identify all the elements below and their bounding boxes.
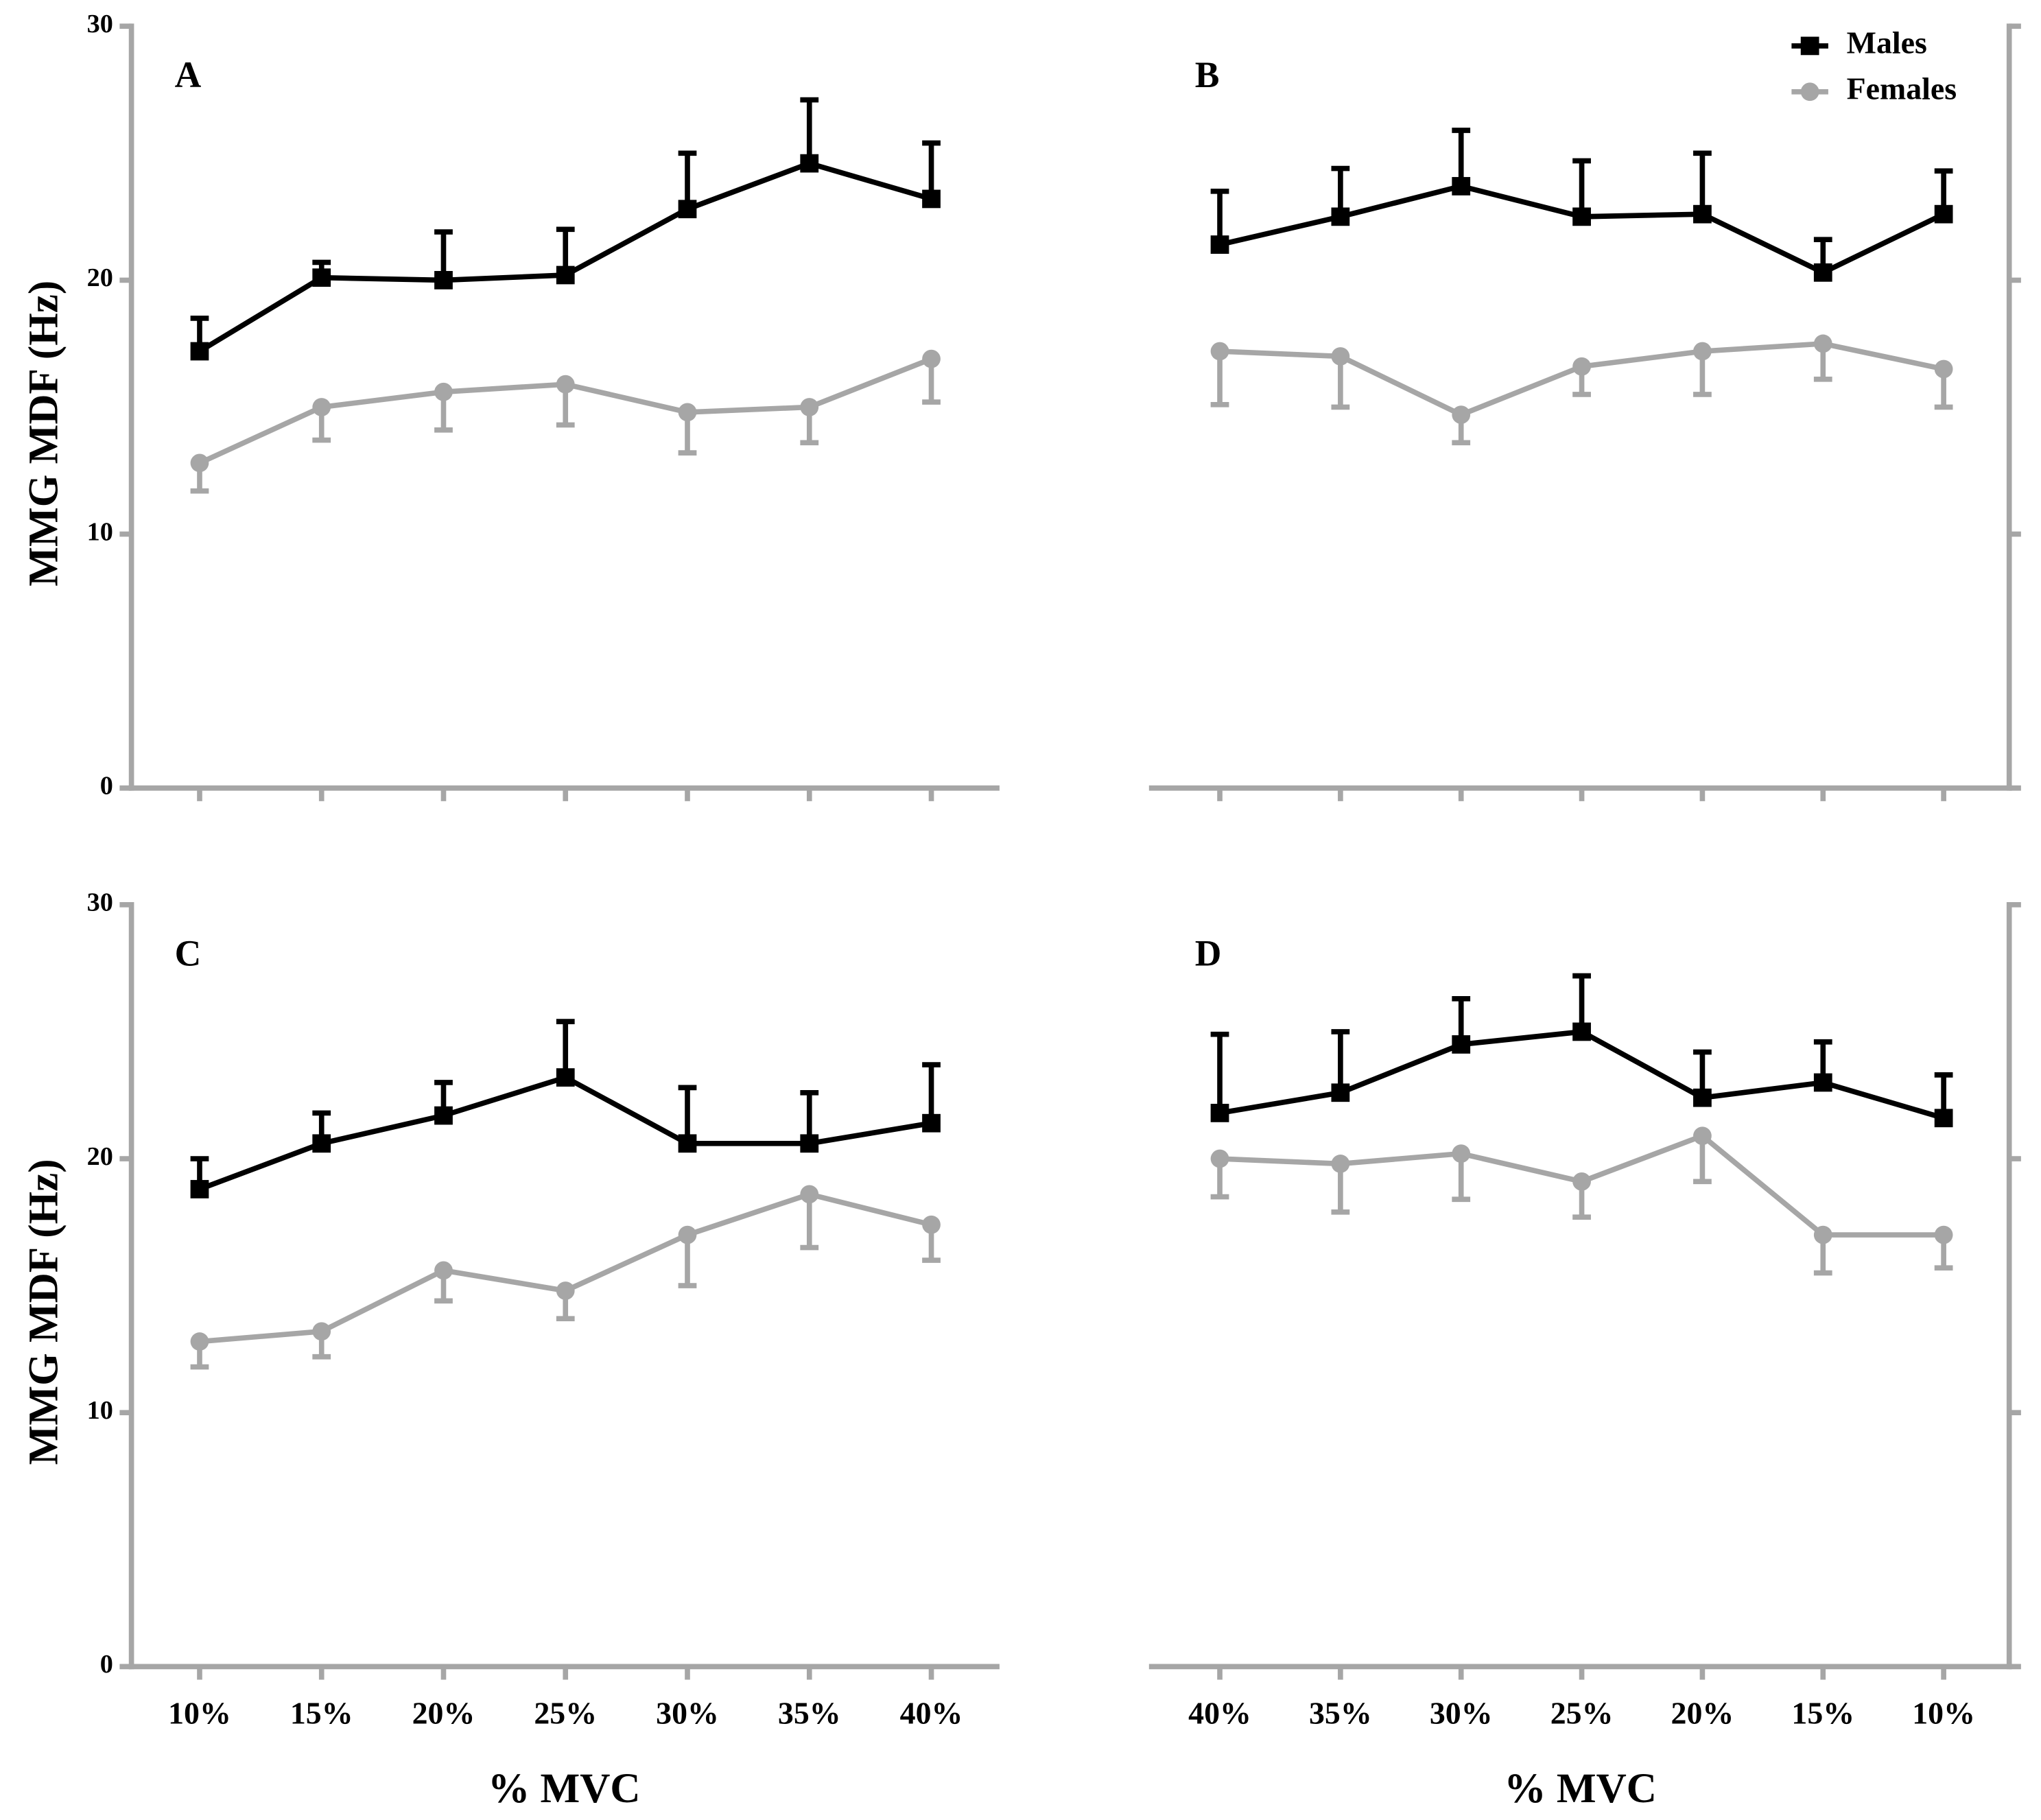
marker xyxy=(1210,342,1229,361)
x-axis-label: % MVC xyxy=(488,1765,641,1812)
marker xyxy=(312,1322,331,1341)
x-tick-label: 10% xyxy=(168,1696,231,1731)
y-tick-label: 10 xyxy=(87,517,113,546)
marker xyxy=(1572,1022,1591,1041)
x-tick-label: 35% xyxy=(1309,1696,1372,1731)
x-tick-label: 40% xyxy=(900,1696,963,1731)
marker xyxy=(1572,357,1591,376)
y-tick-label: 30 xyxy=(87,888,113,917)
marker xyxy=(1572,1172,1591,1191)
marker xyxy=(1934,1109,1953,1128)
series-line xyxy=(1219,1029,1945,1121)
marker xyxy=(922,349,941,368)
marker xyxy=(1813,334,1832,353)
legend-label: Females xyxy=(1847,71,1957,106)
y-tick-label: 30 xyxy=(87,10,113,38)
marker xyxy=(1934,359,1953,379)
marker xyxy=(1693,204,1712,224)
marker xyxy=(1800,36,1819,56)
marker xyxy=(1693,342,1712,361)
marker xyxy=(312,398,331,416)
marker xyxy=(1452,1035,1471,1054)
marker xyxy=(556,1068,575,1087)
marker xyxy=(1934,1225,1953,1244)
marker xyxy=(1210,1104,1229,1122)
marker xyxy=(556,265,575,285)
marker xyxy=(922,189,941,209)
y-tick-label: 0 xyxy=(100,772,113,801)
marker xyxy=(1813,1225,1832,1244)
marker xyxy=(434,382,453,401)
marker xyxy=(1452,177,1471,196)
marker xyxy=(190,1332,209,1351)
marker xyxy=(1693,1088,1712,1107)
marker xyxy=(190,342,209,361)
marker xyxy=(1331,1155,1350,1173)
x-tick-label: 15% xyxy=(1791,1696,1854,1731)
panel: 0 10 20 30 A MMG MDF (Hz) xyxy=(20,10,1000,801)
marker xyxy=(1693,1126,1712,1146)
marker xyxy=(922,1215,941,1234)
x-tick-label: 25% xyxy=(534,1696,597,1731)
marker xyxy=(190,1180,209,1198)
panel-label: D xyxy=(1195,933,1222,974)
marker xyxy=(800,1185,819,1204)
panel-label: C xyxy=(175,933,202,974)
y-axis-label: MMG MDF (Hz) xyxy=(20,1159,67,1465)
marker xyxy=(1331,1083,1350,1102)
marker xyxy=(1331,347,1350,366)
marker xyxy=(1572,207,1591,226)
x-tick-label: 20% xyxy=(1671,1696,1734,1731)
marker xyxy=(1800,82,1819,102)
x-tick-label: 20% xyxy=(412,1696,475,1731)
marker xyxy=(1331,207,1350,226)
y-axis-label: MMG MDF (Hz) xyxy=(20,281,67,587)
marker xyxy=(678,1225,697,1244)
marker xyxy=(922,1113,941,1133)
marker xyxy=(556,1281,575,1300)
marker xyxy=(1934,204,1953,224)
panel-label: A xyxy=(175,54,202,95)
panel-label: B xyxy=(1195,54,1220,95)
y-tick-label: 10 xyxy=(87,1396,113,1425)
x-axis-label: % MVC xyxy=(1504,1765,1657,1812)
marker xyxy=(434,1261,453,1280)
marker xyxy=(312,268,331,287)
x-tick-label: 30% xyxy=(656,1696,719,1731)
y-tick-label: 20 xyxy=(87,263,113,292)
legend-label: Males xyxy=(1847,25,1927,60)
x-tick-label: 35% xyxy=(778,1696,841,1731)
series-line xyxy=(198,1074,932,1192)
marker xyxy=(1210,1149,1229,1168)
panel: 0 10 20 30 10% 15% 20% 25% 30% 35% 40% C MMG MDF (Hz… xyxy=(20,888,1000,1812)
x-tick-label: 25% xyxy=(1550,1696,1614,1731)
marker xyxy=(434,271,453,289)
panel: B Males Females xyxy=(1148,23,2021,801)
marker xyxy=(1452,1144,1471,1163)
marker xyxy=(678,200,697,219)
x-tick-label: 10% xyxy=(1912,1696,1975,1731)
marker xyxy=(1813,1073,1832,1092)
marker xyxy=(556,375,575,394)
x-tick-label: 40% xyxy=(1188,1696,1251,1731)
marker xyxy=(800,154,819,173)
y-tick-label: 0 xyxy=(100,1650,113,1679)
y-tick-label: 20 xyxy=(87,1142,113,1171)
marker xyxy=(190,453,209,473)
x-tick-label: 15% xyxy=(290,1696,353,1731)
panel: 40% 35% 30% 25% 20% 15% 10% D % MVC xyxy=(1148,902,2021,1812)
marker xyxy=(800,1134,819,1153)
marker xyxy=(312,1134,331,1153)
marker xyxy=(1813,263,1832,282)
marker xyxy=(434,1106,453,1125)
marker xyxy=(1210,235,1229,254)
marker xyxy=(678,403,697,422)
marker xyxy=(800,398,819,416)
x-tick-label: 30% xyxy=(1430,1696,1493,1731)
marker xyxy=(678,1134,697,1153)
marker xyxy=(1452,405,1471,424)
